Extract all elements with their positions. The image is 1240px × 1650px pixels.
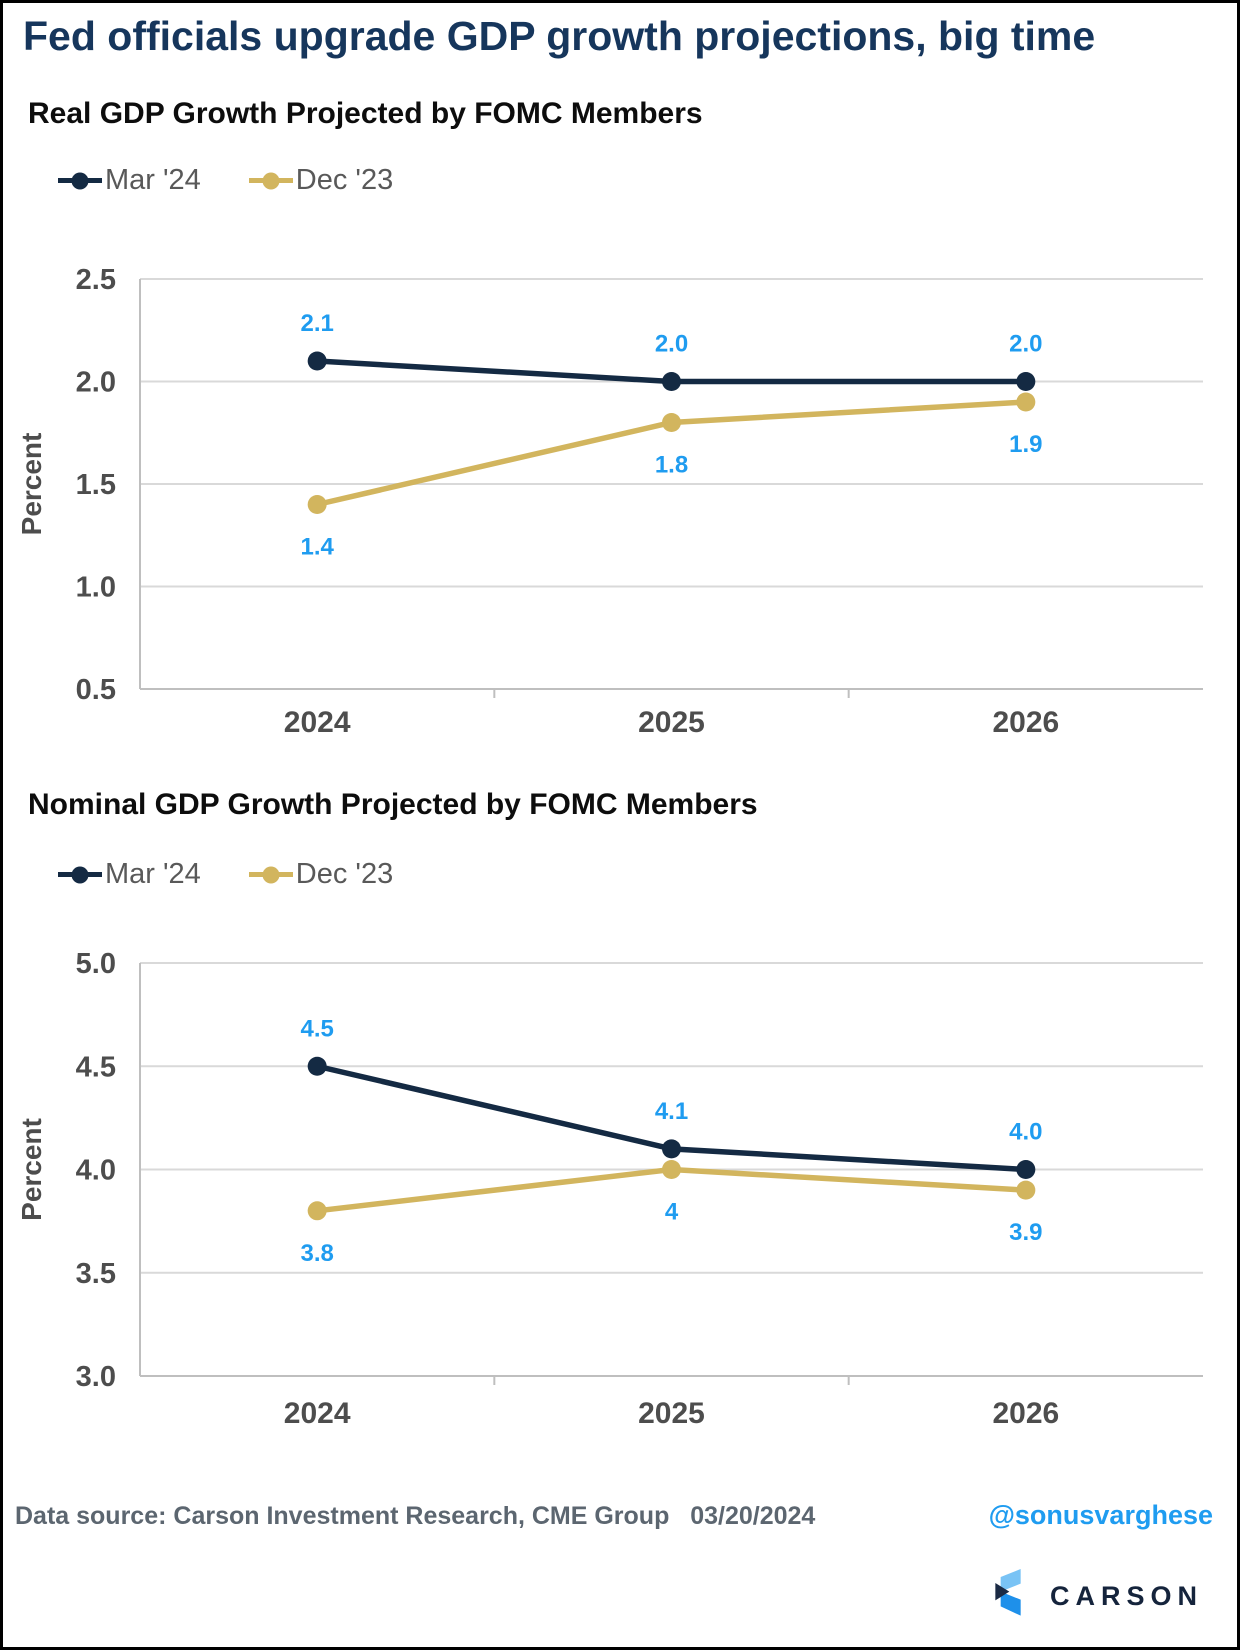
data-point-label: 1.9 — [1009, 431, 1042, 458]
y-tick-label: 4.0 — [76, 1155, 116, 1187]
y-tick-label: 4.5 — [76, 1051, 116, 1083]
data-point-label: 1.4 — [300, 534, 334, 561]
legend-line-marker-icon — [248, 172, 293, 189]
legend-dot-icon — [71, 866, 89, 883]
x-tick-label: 2026 — [992, 1397, 1059, 1430]
data-point-label: 1.8 — [655, 452, 688, 479]
legend-line-marker-icon — [248, 866, 293, 883]
legend-item-mar-24: Mar '24 — [58, 164, 201, 197]
y-tick-label: 0.5 — [76, 674, 116, 706]
legend-line-marker-icon — [58, 866, 102, 883]
data-point-label: 3.9 — [1009, 1219, 1042, 1246]
real-gdp-chart: 2.5 2.0 1.5 1.0 0.5 2024 2025 2026 Percent 1.4 1.8… — [3, 243, 1237, 748]
twitter-handle: @sonusvarghese — [988, 1500, 1213, 1530]
data-point-label: 2.0 — [1009, 331, 1042, 358]
x-tick-label: 2026 — [992, 706, 1059, 739]
data-point — [662, 413, 681, 432]
y-tick-label: 2.5 — [76, 264, 116, 296]
legend-label: Mar '24 — [105, 858, 201, 890]
chart2-legend: Mar '24 Dec '23 — [58, 858, 393, 891]
chart-plot-area: 5.0 4.5 4.0 3.5 3.0 2024 2025 2026 Percent 3.8 4 3.… — [16, 948, 1203, 1430]
data-point — [662, 1160, 681, 1179]
data-point-label: 2.0 — [655, 331, 688, 358]
data-point — [307, 1056, 327, 1076]
legend-dot-icon — [71, 172, 89, 189]
carson-logo-text: CARSON — [1050, 1580, 1204, 1611]
y-axis-title: Percent — [16, 1118, 47, 1221]
data-point — [307, 351, 327, 371]
data-point — [307, 1201, 327, 1221]
y-axis-title: Percent — [16, 433, 47, 536]
y-tick-label: 3.0 — [76, 1361, 116, 1393]
data-point — [307, 495, 327, 514]
data-source-text: Data source: Carson Investment Research,… — [15, 1502, 670, 1530]
carson-brand: CARSON — [988, 1555, 1203, 1627]
x-tick-label: 2024 — [284, 1397, 351, 1430]
data-point — [1016, 1160, 1036, 1179]
data-point-label: 4.5 — [300, 1015, 333, 1042]
carson-logo-icon — [995, 1569, 1021, 1616]
x-tick-label: 2024 — [284, 706, 351, 739]
page-title: Fed officials upgrade GDP growth project… — [23, 13, 1096, 59]
data-point-label: 4.0 — [1009, 1119, 1042, 1146]
legend-item-dec-23: Dec '23 — [248, 164, 394, 197]
data-point-label: 4 — [665, 1199, 679, 1226]
y-tick-label: 5.0 — [76, 948, 116, 980]
legend-label: Dec '23 — [295, 164, 394, 196]
data-source-gap — [669, 1502, 690, 1530]
legend-item-mar-24: Mar '24 — [58, 858, 201, 891]
legend-label: Dec '23 — [295, 858, 394, 890]
y-tick-label: 1.0 — [76, 572, 116, 604]
data-point — [1016, 1180, 1036, 1200]
legend-line-marker-icon — [58, 172, 102, 189]
x-tick-label: 2025 — [638, 706, 705, 739]
data-point — [1016, 392, 1036, 412]
data-source-note: Data source: Carson Investment Research,… — [15, 1502, 815, 1531]
data-point-label: 4.1 — [655, 1098, 688, 1125]
chart1-title: Real GDP Growth Projected by FOMC Member… — [28, 97, 703, 130]
x-tick-label: 2025 — [638, 1397, 705, 1430]
data-point — [662, 1139, 681, 1159]
y-tick-label: 3.5 — [76, 1258, 116, 1290]
chart-plot-area: 2.5 2.0 1.5 1.0 0.5 2024 2025 2026 Percent 1.4 1.8… — [16, 264, 1203, 739]
data-source-date: 03/20/2024 — [690, 1502, 816, 1530]
y-tick-label: 2.0 — [76, 367, 116, 399]
chart2-title: Nominal GDP Growth Projected by FOMC Mem… — [28, 788, 758, 821]
data-point — [662, 372, 681, 391]
legend-item-dec-23: Dec '23 — [248, 858, 394, 891]
data-point — [1016, 372, 1036, 391]
data-point-label: 2.1 — [300, 310, 333, 337]
chart1-legend: Mar '24 Dec '23 — [58, 164, 393, 197]
legend-dot-icon — [262, 172, 280, 189]
nominal-gdp-chart: 5.0 4.5 4.0 3.5 3.0 2024 2025 2026 Percent 3.8 4 3.… — [3, 933, 1237, 1458]
legend-dot-icon — [262, 866, 280, 883]
legend-label: Mar '24 — [105, 164, 201, 196]
y-tick-label: 1.5 — [76, 469, 116, 501]
data-point-label: 3.8 — [300, 1240, 333, 1267]
